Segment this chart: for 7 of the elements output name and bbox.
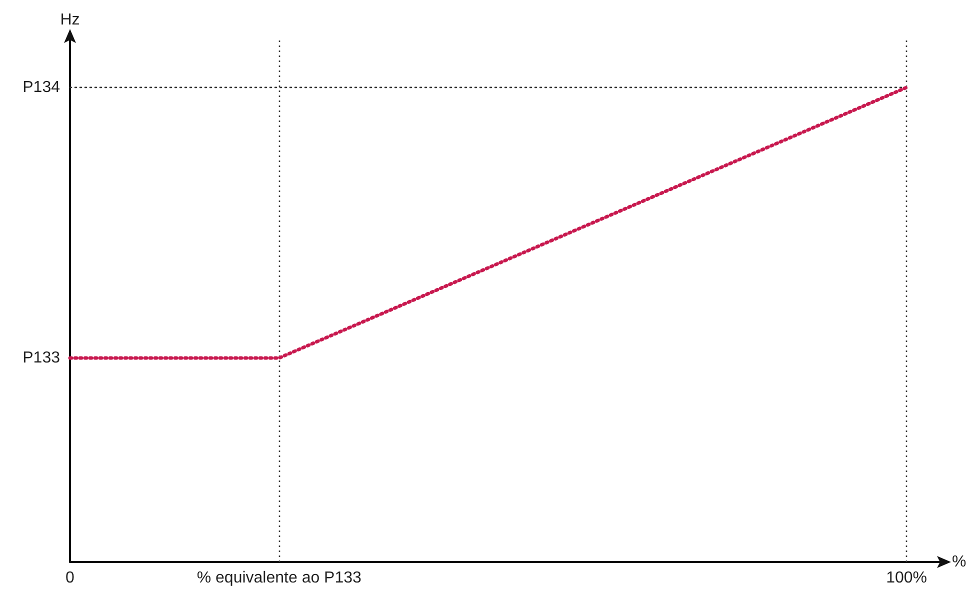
x-tick-label: 0: [66, 570, 75, 586]
x-tick-label: % equivalente ao P133: [196, 570, 362, 586]
annotation: P133: [22, 349, 60, 366]
x-tick-label: 100%: [886, 570, 927, 586]
y-axis-title: Hz: [60, 12, 80, 28]
series-label: P134: [22, 78, 60, 96]
x-axis-title: %: [952, 554, 966, 570]
